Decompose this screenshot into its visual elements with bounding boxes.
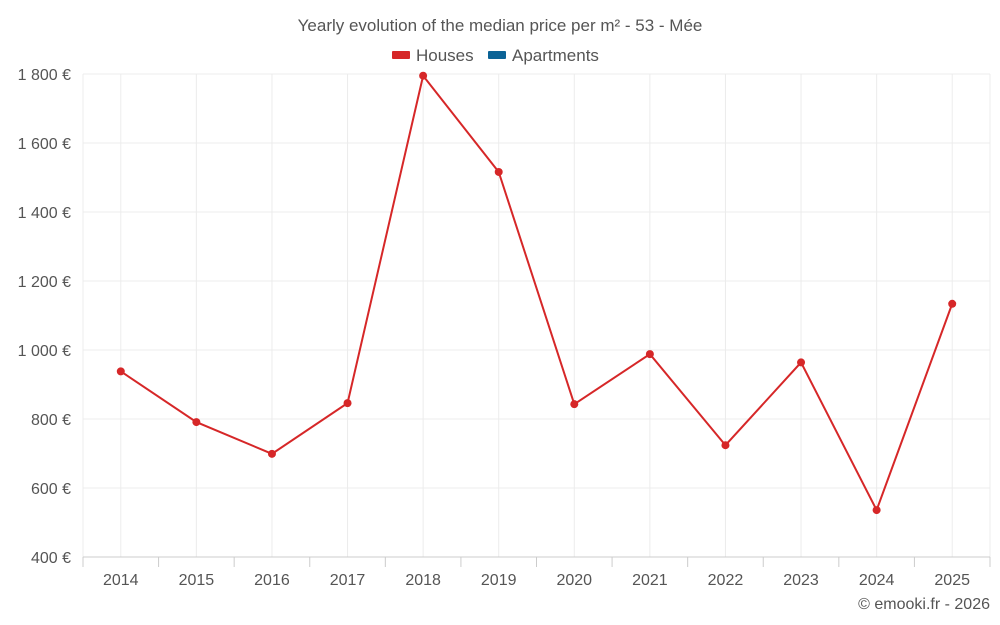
y-tick-label: 800 € (31, 412, 71, 429)
series-group (116, 71, 957, 515)
legend-swatch-houses (392, 51, 410, 59)
data-point-houses-2025[interactable] (948, 299, 957, 308)
legend-item-houses[interactable]: Houses (392, 46, 474, 65)
x-tick-label: 2021 (632, 572, 668, 589)
y-tick-label: 1 400 € (18, 205, 71, 222)
y-tick-label: 400 € (31, 550, 71, 567)
grid (82, 73, 991, 557)
data-point-houses-2023[interactable] (797, 358, 806, 367)
data-point-houses-2014[interactable] (116, 367, 125, 376)
y-tick-label: 1 600 € (18, 136, 71, 153)
data-point-houses-2021[interactable] (645, 350, 654, 359)
data-point-houses-2020[interactable] (570, 400, 579, 409)
credit-text[interactable]: © emooki.fr - 2026 (858, 596, 990, 613)
chart-title: Yearly evolution of the median price per… (298, 16, 703, 35)
x-tick-label: 2016 (254, 572, 290, 589)
data-point-houses-2018[interactable] (419, 71, 428, 80)
x-tick-label: 2015 (179, 572, 215, 589)
data-point-houses-2022[interactable] (721, 441, 730, 450)
y-tick-label: 1 200 € (18, 274, 71, 291)
y-tick-label: 1 800 € (18, 67, 71, 84)
y-tick-label: 600 € (31, 481, 71, 498)
x-tick-label: 2017 (330, 572, 366, 589)
x-tick-label: 2025 (934, 572, 970, 589)
data-point-houses-2019[interactable] (494, 167, 503, 176)
y-tick-label: 1 000 € (18, 343, 71, 360)
legend-label-apartments[interactable]: Apartments (512, 46, 599, 65)
legend: Houses Apartments (392, 46, 599, 65)
x-tick-label: 2014 (103, 572, 139, 589)
legend-label-houses[interactable]: Houses (416, 46, 474, 65)
x-tick-label: 2022 (708, 572, 744, 589)
data-point-houses-2024[interactable] (872, 506, 881, 515)
series-line-houses (120, 73, 954, 513)
x-tick-label: 2020 (556, 572, 592, 589)
data-point-houses-2016[interactable] (267, 449, 276, 458)
x-tick-label: 2018 (405, 572, 441, 589)
legend-item-apartments[interactable]: Apartments (488, 46, 599, 65)
x-tick-label: 2019 (481, 572, 517, 589)
x-tick-label: 2023 (783, 572, 819, 589)
legend-swatch-apartments (488, 51, 506, 59)
axes: 400 € 600 € 800 € 1 000 € 1 200 € 1 400 € 1 60… (18, 67, 991, 589)
data-point-houses-2017[interactable] (343, 399, 352, 408)
data-point-houses-2015[interactable] (192, 418, 201, 427)
x-tick-label: 2024 (859, 572, 895, 589)
